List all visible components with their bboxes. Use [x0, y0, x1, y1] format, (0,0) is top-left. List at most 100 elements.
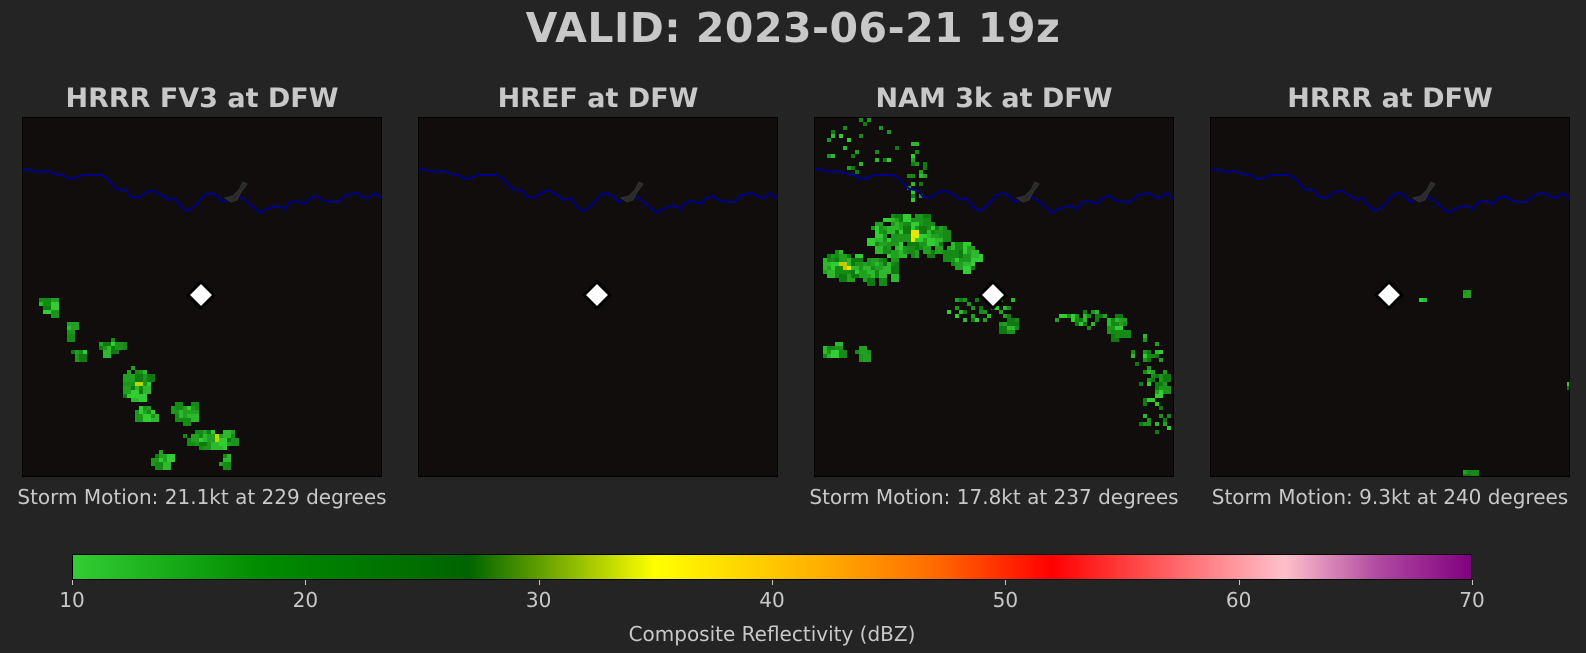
reflectivity-cell	[1151, 374, 1155, 378]
reflectivity-cell	[835, 258, 839, 262]
reflectivity-cell	[1107, 318, 1111, 322]
reflectivity-cell	[947, 258, 951, 262]
reflectivity-cell	[71, 322, 79, 330]
reflectivity-cell	[955, 258, 959, 262]
reflectivity-cell	[1155, 354, 1159, 358]
reflectivity-cell	[883, 158, 887, 162]
reflectivity-cell	[135, 410, 139, 414]
reflectivity-cell	[955, 262, 963, 270]
reflectivity-cell	[1147, 418, 1151, 422]
reflectivity-cell	[1163, 422, 1167, 426]
reflectivity-cell	[911, 198, 915, 202]
reflectivity-cell	[963, 266, 971, 274]
reflectivity-cell	[1015, 318, 1019, 322]
reflectivity-cell	[835, 250, 839, 254]
reflectivity-cell	[855, 262, 859, 266]
reflectivity-cell	[1007, 306, 1011, 310]
colorbar-tick-mark	[1238, 580, 1240, 585]
reflectivity-cell	[847, 274, 851, 278]
reflectivity-cell	[1163, 386, 1171, 394]
reflectivity-cell	[895, 262, 899, 266]
reflectivity-cell	[131, 390, 139, 398]
reflectivity-cell	[943, 230, 951, 238]
reflectivity-cell	[187, 406, 191, 410]
reflectivity-cell	[1159, 350, 1163, 354]
reflectivity-cell	[1143, 350, 1147, 354]
reflectivity-cell	[1143, 338, 1147, 342]
reflectivity-cell	[143, 414, 151, 422]
map-hrrr-fv3	[22, 117, 382, 477]
reflectivity-cell	[183, 414, 187, 418]
reflectivity-cell	[963, 246, 967, 250]
reflectivity-cell	[1139, 382, 1143, 386]
reflectivity-cell	[875, 158, 879, 162]
reflectivity-cell	[75, 350, 79, 354]
reflectivity-cell	[1151, 354, 1155, 358]
reflectivity-cell	[227, 438, 231, 442]
reflectivity-cell	[879, 230, 883, 234]
reflectivity-cell	[1155, 342, 1159, 346]
reflectivity-cell	[999, 310, 1003, 314]
reflectivity-cell	[883, 266, 891, 274]
reflectivity-cell	[1083, 314, 1087, 318]
reflectivity-cell	[907, 246, 915, 254]
reflectivity-cell	[919, 170, 923, 174]
reflectivity-cell	[115, 342, 123, 350]
reflectivity-cell	[183, 418, 191, 426]
reflectivity-cell	[1095, 310, 1099, 314]
colorbar-tick-mark	[1005, 580, 1007, 585]
reflectivity-cell	[883, 218, 887, 222]
reflectivity-cell	[867, 278, 875, 286]
reflectivity-cell	[851, 166, 855, 170]
colorbar-tick-mark	[72, 580, 73, 585]
reflectivity-cell	[887, 130, 891, 134]
reflectivity-cell	[875, 246, 883, 254]
lake-shape	[1015, 181, 1040, 203]
reflectivity-cell	[959, 298, 963, 302]
lake-shape	[223, 181, 248, 203]
reflectivity-cell	[867, 258, 871, 262]
reflectivity-cell	[1151, 398, 1155, 402]
reflectivity-cell	[1147, 398, 1151, 402]
reflectivity-cell	[147, 374, 155, 382]
reflectivity-cell	[823, 350, 827, 354]
reflectivity-cell	[875, 242, 879, 246]
reflectivity-cell	[111, 346, 115, 350]
reflectivity-cell	[1003, 306, 1007, 310]
reflectivity-cell	[923, 214, 927, 218]
reflectivity-cell	[983, 318, 987, 322]
reflectivity-cell	[959, 258, 963, 262]
reflectivity-cell	[863, 262, 867, 266]
reflectivity-cell	[1147, 358, 1151, 362]
reflectivity-cell	[891, 218, 895, 222]
reflectivity-cell	[1567, 386, 1569, 390]
reflectivity-cell	[1095, 318, 1099, 322]
lake-shape	[619, 181, 644, 203]
reflectivity-cell	[839, 254, 847, 262]
reflectivity-cell	[155, 454, 159, 458]
colorbar-tick-label: 20	[292, 588, 319, 612]
reflectivity-cell	[187, 414, 191, 418]
reflectivity-cell	[143, 374, 147, 378]
reflectivity-cell	[139, 394, 147, 402]
reflectivity-cell	[199, 438, 203, 442]
reflectivity-cell	[927, 234, 931, 238]
reflectivity-cell	[1147, 370, 1151, 374]
reflectivity-cell	[199, 434, 203, 438]
airport-marker-diamond	[977, 279, 1009, 311]
reflectivity-cell	[43, 298, 51, 306]
reflectivity-cell	[1115, 318, 1119, 322]
reflectivity-cell	[867, 238, 875, 246]
reflectivity-cell	[891, 222, 895, 226]
reflectivity-cell	[851, 154, 855, 158]
river-line	[1211, 168, 1569, 215]
reflectivity-cell	[1155, 422, 1159, 426]
reflectivity-map	[419, 168, 777, 311]
reflectivity-cell	[827, 138, 831, 142]
reflectivity-cell	[863, 354, 871, 362]
reflectivity-cell	[887, 246, 891, 250]
reflectivity-cell	[911, 154, 915, 158]
panel-title-hrrr: HRRR at DFW	[1287, 83, 1493, 114]
reflectivity-cell	[159, 450, 163, 454]
reflectivity-cell	[827, 350, 831, 354]
